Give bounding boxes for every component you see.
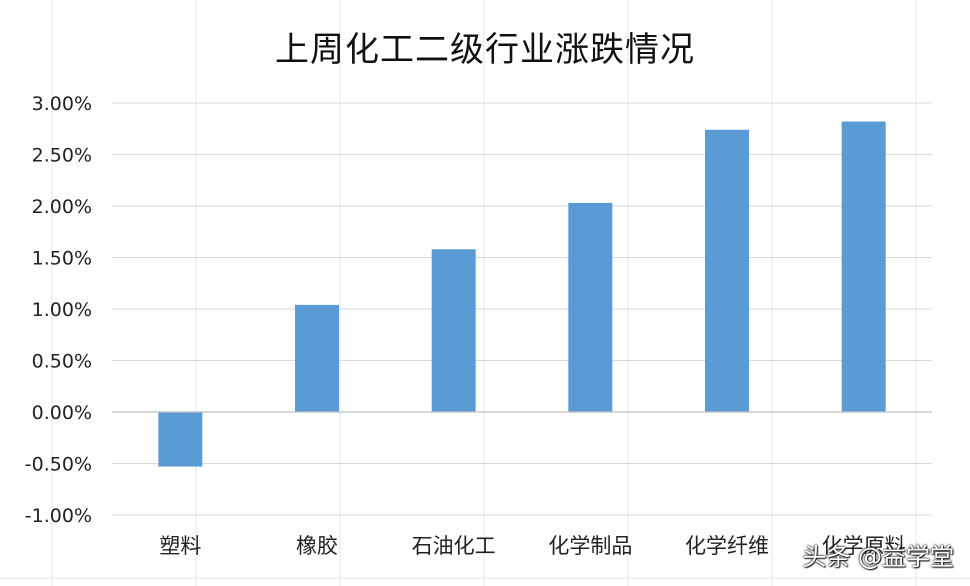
y-tick-label: -1.00% [25, 505, 92, 527]
watermark: 头条 @益学堂 [802, 543, 954, 571]
gridlines [112, 102, 932, 516]
x-category-label: 橡胶 [296, 534, 338, 558]
bars [158, 121, 886, 467]
chart-title: 上周化工二级行业涨跌情况 [275, 30, 695, 70]
x-category-label: 化学制品 [548, 534, 632, 558]
bar-4 [568, 202, 613, 412]
x-category-label: 塑料 [159, 534, 201, 558]
y-tick-label: 0.00% [32, 402, 92, 424]
bar-3 [431, 249, 476, 412]
y-tick-label: 1.50% [32, 248, 92, 270]
y-tick-label: 3.00% [32, 93, 92, 115]
bar-1 [158, 412, 203, 467]
x-axis-category-labels: 塑料 橡胶 石油化工 化学制品 化学纤维 化学原料 [159, 534, 905, 558]
x-category-label: 化学纤维 [685, 534, 769, 558]
bar-6 [841, 121, 886, 412]
y-tick-label: -0.50% [25, 454, 92, 476]
x-category-label: 石油化工 [412, 534, 496, 558]
y-tick-label: 0.50% [32, 351, 92, 373]
y-tick-label: 2.50% [32, 145, 92, 167]
x-category-label: 化学原料 [822, 534, 906, 558]
bar-2 [295, 304, 339, 412]
bar-5 [705, 129, 749, 412]
y-tick-label: 1.00% [32, 299, 92, 321]
y-tick-label: 2.00% [32, 196, 92, 218]
y-axis-tick-labels: 3.00% 2.50% 2.00% 1.50% 1.00% 0.50% 0.00% -0.50… [25, 93, 92, 527]
